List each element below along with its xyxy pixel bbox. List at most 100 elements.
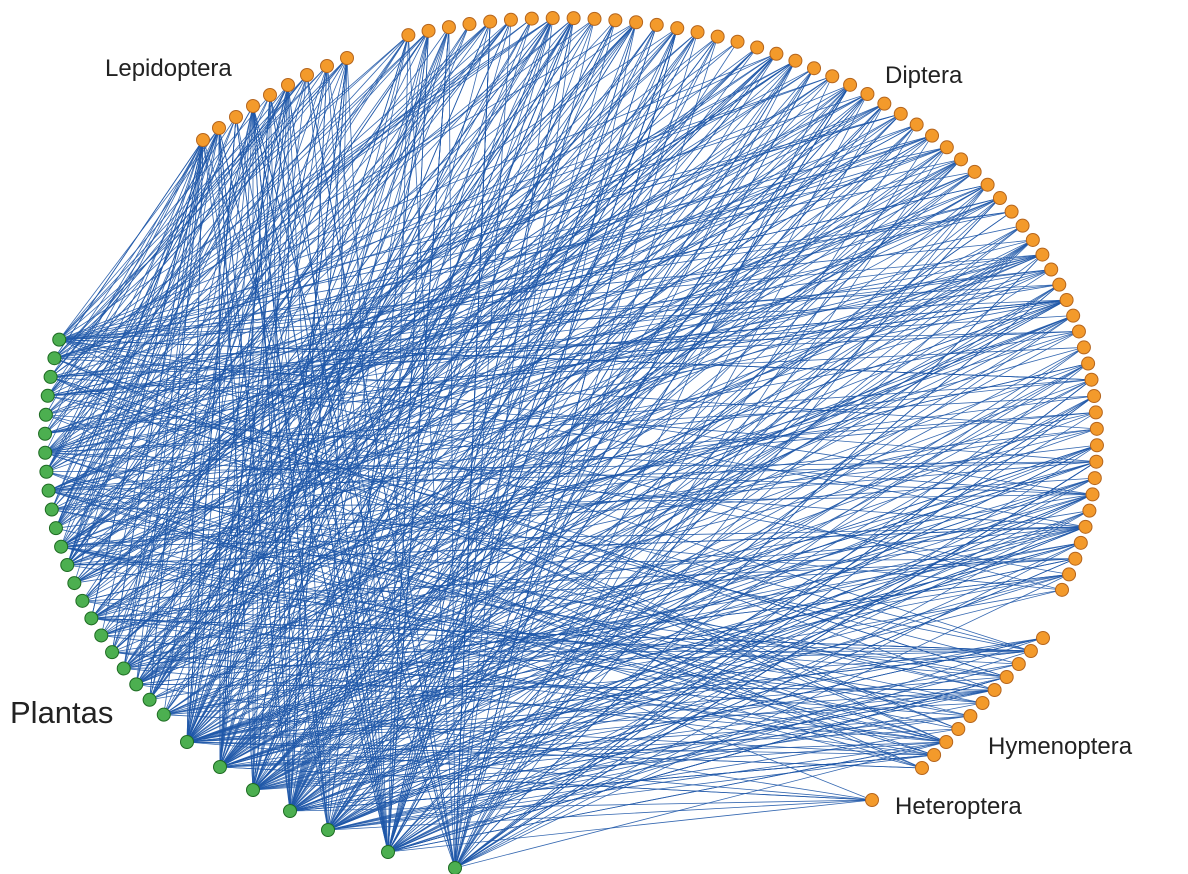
edge bbox=[149, 542, 1081, 701]
edge bbox=[59, 146, 947, 341]
edge bbox=[186, 461, 1097, 743]
insect-node bbox=[1025, 232, 1040, 247]
plant-node bbox=[94, 628, 109, 643]
insect-node bbox=[1011, 657, 1026, 671]
insect-node bbox=[441, 20, 456, 35]
edge bbox=[55, 34, 409, 529]
edge bbox=[123, 526, 1086, 669]
edge bbox=[100, 23, 470, 636]
edge bbox=[46, 84, 289, 472]
edge bbox=[219, 159, 962, 768]
edge bbox=[454, 103, 885, 869]
edge bbox=[59, 339, 1086, 528]
edge bbox=[186, 412, 1096, 743]
edge bbox=[186, 20, 616, 743]
insect-node bbox=[1062, 567, 1077, 582]
insect-node bbox=[1015, 218, 1030, 233]
insect-node bbox=[992, 191, 1007, 206]
insect-node bbox=[807, 61, 822, 76]
edge bbox=[306, 74, 456, 869]
insect-node bbox=[524, 11, 539, 26]
insect-node bbox=[196, 133, 210, 147]
edge bbox=[66, 31, 698, 566]
edge bbox=[135, 47, 758, 685]
insect-node bbox=[1068, 551, 1083, 566]
edge bbox=[90, 139, 204, 619]
edge bbox=[59, 339, 1063, 591]
edge bbox=[51, 93, 868, 510]
plant-node bbox=[129, 677, 144, 692]
edge bbox=[327, 315, 1074, 831]
edge bbox=[289, 239, 1034, 812]
edge bbox=[91, 103, 885, 619]
insect-node bbox=[649, 17, 664, 32]
edge bbox=[289, 17, 554, 812]
edge bbox=[218, 127, 254, 791]
insect-node bbox=[999, 670, 1014, 684]
edge bbox=[149, 139, 204, 700]
edge bbox=[454, 574, 1070, 869]
edge bbox=[74, 124, 917, 584]
edge bbox=[186, 741, 873, 801]
plant-node bbox=[105, 645, 120, 660]
edge bbox=[219, 67, 815, 768]
edge bbox=[54, 93, 868, 359]
edge bbox=[327, 184, 988, 831]
insect-node bbox=[860, 87, 875, 102]
edge bbox=[54, 113, 901, 359]
edge bbox=[50, 376, 959, 730]
edge bbox=[454, 28, 678, 869]
edge bbox=[55, 41, 738, 529]
edge bbox=[219, 84, 289, 768]
edge bbox=[252, 663, 1019, 791]
edge bbox=[58, 34, 409, 340]
edge bbox=[219, 542, 1081, 768]
edge bbox=[60, 139, 204, 547]
insect-node bbox=[670, 21, 685, 36]
insect-node bbox=[951, 722, 966, 736]
edge bbox=[327, 395, 1095, 831]
edge bbox=[219, 113, 902, 768]
edge bbox=[219, 53, 777, 768]
insect-node bbox=[1044, 262, 1059, 277]
edge bbox=[55, 53, 777, 529]
edge bbox=[91, 197, 1001, 619]
edge bbox=[149, 363, 1089, 701]
edge bbox=[123, 139, 204, 669]
plant-node bbox=[39, 464, 54, 479]
edge bbox=[219, 766, 873, 801]
plant-node bbox=[67, 576, 82, 591]
plant-node bbox=[246, 783, 260, 797]
insect-node bbox=[915, 761, 929, 775]
edge bbox=[67, 254, 1043, 566]
insect-node bbox=[1066, 308, 1081, 323]
edge bbox=[252, 17, 574, 791]
edge bbox=[407, 35, 456, 869]
insect-node bbox=[246, 99, 260, 113]
edge bbox=[44, 254, 1043, 435]
edge bbox=[45, 452, 1031, 652]
edge bbox=[45, 103, 885, 454]
edge bbox=[44, 135, 933, 435]
plant-node bbox=[44, 502, 59, 517]
edge bbox=[44, 19, 512, 435]
insect-node bbox=[769, 46, 784, 61]
edge bbox=[59, 113, 901, 341]
edge bbox=[163, 526, 1086, 716]
edge bbox=[51, 331, 1079, 510]
edge bbox=[60, 171, 975, 548]
edge bbox=[289, 84, 851, 812]
plant-node bbox=[321, 823, 335, 837]
edge bbox=[454, 184, 988, 869]
insect-node bbox=[421, 23, 436, 38]
edge bbox=[454, 444, 1098, 869]
edge bbox=[252, 689, 995, 791]
nodes bbox=[38, 11, 1104, 874]
edge bbox=[55, 395, 1095, 529]
edge bbox=[45, 414, 1093, 495]
edge bbox=[44, 197, 1001, 435]
edge bbox=[186, 315, 1074, 743]
edge bbox=[327, 477, 1095, 831]
edges bbox=[44, 17, 1098, 869]
edge bbox=[101, 412, 1096, 636]
